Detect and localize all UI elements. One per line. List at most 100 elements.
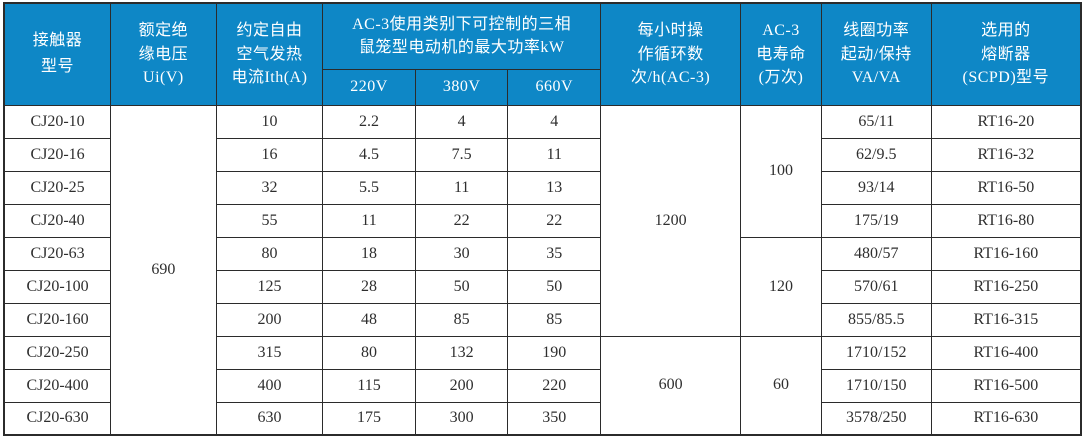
model-cell: CJ20-250 (3, 335, 112, 370)
ith-cell: 200 (215, 302, 324, 337)
header-model: 接触器 型号 (3, 2, 112, 106)
table-row: CJ20-40 55 11 22 22 175/19 RT16-80 (3, 203, 1082, 238)
header-thermal-current: 约定自由 空气发热 电流Ith(A) (215, 2, 324, 106)
kw660-cell: 85 (507, 302, 602, 337)
model-cell: CJ20-63 (3, 236, 112, 271)
kw380-cell: 22 (414, 203, 509, 238)
header-electrical-life: AC-3 电寿命 (万次) (740, 2, 822, 106)
coil-power-cell: 175/19 (820, 203, 932, 238)
header-kw-group: AC-3使用类别下可控制的三相 鼠笼型电动机的最大功率kW (322, 2, 602, 70)
coil-power-cell: 855/85.5 (820, 302, 932, 337)
fuse-cell: RT16-315 (930, 302, 1082, 337)
life-cell: 100 (740, 104, 822, 238)
table-body: CJ20-10 690 10 2.2 4 4 1200 100 65/11 RT… (3, 104, 1082, 436)
kw220-cell: 80 (322, 335, 416, 370)
table-row: CJ20-250 315 80 132 190 600 60 1710/152 … (3, 335, 1082, 436)
fuse-cell: RT16-50 (930, 170, 1082, 205)
ith-cell: 400 (215, 368, 324, 403)
kw660-cell: 35 (507, 236, 602, 271)
table-row: CJ20-25 32 5.5 11 13 93/14 RT16-50 (3, 170, 1082, 205)
header-coil-power: 线圈功率 起动/保持 VA/VA (820, 2, 932, 106)
table-row: CJ20-100 125 28 50 50 570/61 RT16-250 (3, 269, 1082, 304)
kw660-cell: 190 (507, 335, 602, 370)
cycles-cell: 600 (600, 335, 742, 436)
ith-cell: 315 (215, 335, 324, 370)
coil-power-cell: 1710/152 (820, 335, 932, 370)
kw660-cell: 11 (507, 137, 602, 172)
header-coil-power-label: 线圈功率 起动/保持 VA/VA (840, 22, 912, 86)
header-fuse: 选用的 熔断器 (SCPD)型号 (930, 2, 1082, 106)
ith-cell: 80 (215, 236, 324, 271)
kw220-cell: 48 (322, 302, 416, 337)
kw380-cell: 11 (414, 170, 509, 205)
kw660-cell: 13 (507, 170, 602, 205)
kw660-cell: 50 (507, 269, 602, 304)
kw220-cell: 18 (322, 236, 416, 271)
coil-power-cell: 93/14 (820, 170, 932, 205)
table-header: 接触器 型号 额定绝 缘电压 Ui(V) 约定自由 空气发热 电流Ith(A) … (3, 2, 1082, 106)
kw380-cell: 300 (414, 401, 509, 436)
model-cell: CJ20-100 (3, 269, 112, 304)
model-cell: CJ20-400 (3, 368, 112, 403)
header-kw-660v: 660V (507, 68, 602, 106)
kw660-cell: 350 (507, 401, 602, 436)
header-thermal-current-label: 约定自由 空气发热 电流Ith(A) (231, 22, 308, 86)
table-row: CJ20-63 80 18 30 35 120 480/57 RT16-160 (3, 236, 1082, 337)
model-cell: CJ20-630 (3, 401, 112, 436)
model-cell: CJ20-40 (3, 203, 112, 238)
contactor-spec-table: 接触器 型号 额定绝 缘电压 Ui(V) 约定自由 空气发热 电流Ith(A) … (3, 2, 1082, 436)
kw220-cell: 5.5 (322, 170, 416, 205)
model-cell: CJ20-16 (3, 137, 112, 172)
kw660-cell: 220 (507, 368, 602, 403)
header-kw-group-label: AC-3使用类别下可控制的三相 鼠笼型电动机的最大功率kW (352, 16, 572, 57)
coil-power-cell: 1710/150 (820, 368, 932, 403)
cycles-cell: 1200 (600, 104, 742, 337)
table-row: CJ20-630 630 175 300 350 3578/250 RT16-6… (3, 401, 1082, 436)
ith-cell: 32 (215, 170, 324, 205)
kw380-cell: 30 (414, 236, 509, 271)
kw220-cell: 11 (322, 203, 416, 238)
fuse-cell: RT16-500 (930, 368, 1082, 403)
coil-power-cell: 62/9.5 (820, 137, 932, 172)
ith-cell: 125 (215, 269, 324, 304)
table-row: CJ20-10 690 10 2.2 4 4 1200 100 65/11 RT… (3, 104, 1082, 436)
table-row: CJ20-16 16 4.5 7.5 11 62/9.5 RT16-32 (3, 137, 1082, 172)
kw660-cell: 22 (507, 203, 602, 238)
coil-power-cell: 3578/250 (820, 401, 932, 436)
fuse-cell: RT16-80 (930, 203, 1082, 238)
kw380-cell: 132 (414, 335, 509, 370)
kw660-cell: 4 (507, 104, 602, 139)
model-cell: CJ20-25 (3, 170, 112, 205)
coil-power-cell: 480/57 (820, 236, 932, 271)
header-cycles: 每小时操 作循环数 次/h(AC-3) (600, 2, 742, 106)
ith-cell: 55 (215, 203, 324, 238)
kw220-cell: 175 (322, 401, 416, 436)
table-row: CJ20-400 400 115 200 220 1710/150 RT16-5… (3, 368, 1082, 403)
model-cell: CJ20-160 (3, 302, 112, 337)
kw380-cell: 4 (414, 104, 509, 139)
header-rated-voltage-label: 额定绝 缘电压 Ui(V) (138, 22, 189, 86)
header-model-label: 接触器 型号 (32, 31, 83, 76)
kw380-cell: 200 (414, 368, 509, 403)
fuse-cell: RT16-20 (930, 104, 1082, 139)
life-cell: 60 (740, 335, 822, 436)
kw220-cell: 4.5 (322, 137, 416, 172)
header-rated-voltage: 额定绝 缘电压 Ui(V) (110, 2, 217, 106)
coil-power-cell: 570/61 (820, 269, 932, 304)
ith-cell: 630 (215, 401, 324, 436)
coil-power-cell: 65/11 (820, 104, 932, 139)
fuse-cell: RT16-400 (930, 335, 1082, 370)
header-kw-220v: 220V (322, 68, 416, 106)
kw220-cell: 2.2 (322, 104, 416, 139)
kw380-cell: 7.5 (414, 137, 509, 172)
header-cycles-label: 每小时操 作循环数 次/h(AC-3) (631, 22, 711, 86)
header-electrical-life-label: AC-3 电寿命 (万次) (756, 22, 806, 86)
life-cell: 120 (740, 236, 822, 337)
kw380-cell: 50 (414, 269, 509, 304)
header-fuse-label: 选用的 熔断器 (SCPD)型号 (962, 22, 1050, 86)
fuse-cell: RT16-160 (930, 236, 1082, 271)
model-cell: CJ20-10 (3, 104, 112, 139)
kw220-cell: 115 (322, 368, 416, 403)
rated-voltage-cell: 690 (110, 104, 217, 436)
